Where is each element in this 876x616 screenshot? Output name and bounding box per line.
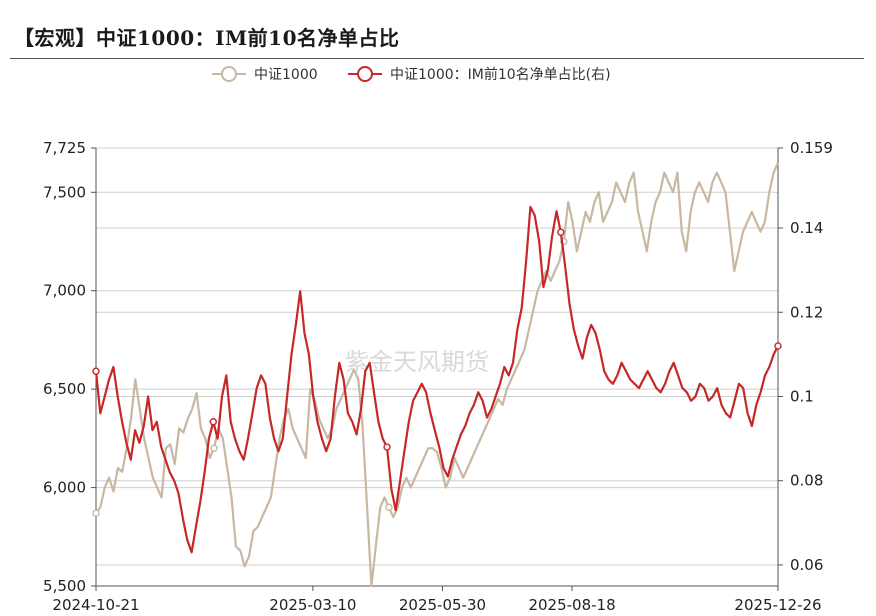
index-series-point xyxy=(92,509,100,517)
y-left-tick-label: 7,500 xyxy=(43,183,86,201)
y-right-tick-label: 0.08 xyxy=(790,472,823,490)
series-index-line xyxy=(92,162,780,588)
y-right-tick-label: 0.06 xyxy=(790,556,823,574)
legend: 中证1000 中证1000：IM前10名净单占比(右) xyxy=(212,66,611,83)
watermark: 紫金天风期货 xyxy=(345,348,489,376)
series-ratio-line xyxy=(92,205,782,554)
x-tick-label: 2025-08-18 xyxy=(528,596,615,614)
index-series-path xyxy=(95,162,780,588)
ratio-series-point xyxy=(774,342,782,350)
x-tick-label: 2025-03-10 xyxy=(269,596,356,614)
y-right-tick-label: 0.12 xyxy=(790,303,823,321)
index-series-point xyxy=(210,444,218,452)
legend-swatch-marker xyxy=(357,66,373,82)
ratio-series-point xyxy=(92,367,100,375)
ratio-series-point xyxy=(383,443,391,451)
y-right-tick-label: 0.1 xyxy=(790,387,814,405)
y-left-tick-label: 5,500 xyxy=(43,577,86,595)
ratio-series-point xyxy=(557,228,565,236)
ratio-series-point xyxy=(209,418,217,426)
chart-title: 【宏观】中证1000：IM前10名净单占比 xyxy=(14,26,400,50)
ratio-series-path xyxy=(94,205,779,554)
y-left-tick-label: 6,000 xyxy=(43,479,86,497)
x-tick-label: 2025-05-30 xyxy=(399,596,486,614)
legend-label: 中证1000 xyxy=(254,67,318,83)
y-left-axis-ticks: 5,500 6,000 6,500 7,000 7,500 7,725 xyxy=(43,139,96,595)
x-tick-label: 2024-10-21 xyxy=(52,596,139,614)
x-axis-ticks: 2024-10-21 2025-03-10 2025-05-30 2025-08-18… xyxy=(52,586,822,614)
y-right-axis-ticks: 0.06 0.08 0.1 0.12 0.14 0.159 xyxy=(778,139,833,574)
y-left-tick-label: 7,725 xyxy=(43,139,86,157)
legend-label: 中证1000：IM前10名净单占比(右) xyxy=(390,66,611,83)
y-left-tick-label: 7,000 xyxy=(43,282,86,300)
y-right-tick-label: 0.14 xyxy=(790,219,823,237)
legend-swatch-marker xyxy=(221,66,237,82)
x-tick-label: 2025-12-26 xyxy=(734,596,821,614)
title-divider xyxy=(10,58,864,59)
index-series-point xyxy=(385,503,393,511)
y-right-tick-label: 0.159 xyxy=(790,139,833,157)
y-left-tick-label: 6,500 xyxy=(43,380,86,398)
